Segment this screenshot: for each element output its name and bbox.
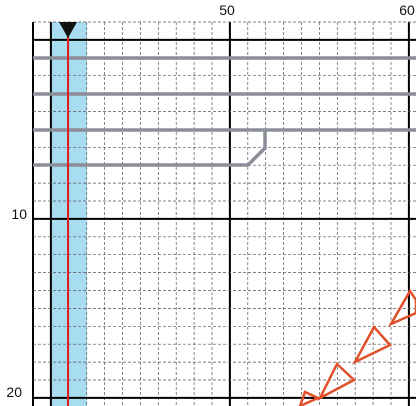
- row-label: 10: [11, 206, 27, 222]
- row-label: 20: [6, 384, 22, 400]
- cable-lines: [33, 56, 416, 167]
- column-marker[interactable]: [59, 22, 77, 38]
- column-label: 60: [399, 2, 415, 18]
- grid-lines: [32, 21, 416, 406]
- triangle-markers: [298, 288, 416, 406]
- column-label: 50: [219, 2, 235, 18]
